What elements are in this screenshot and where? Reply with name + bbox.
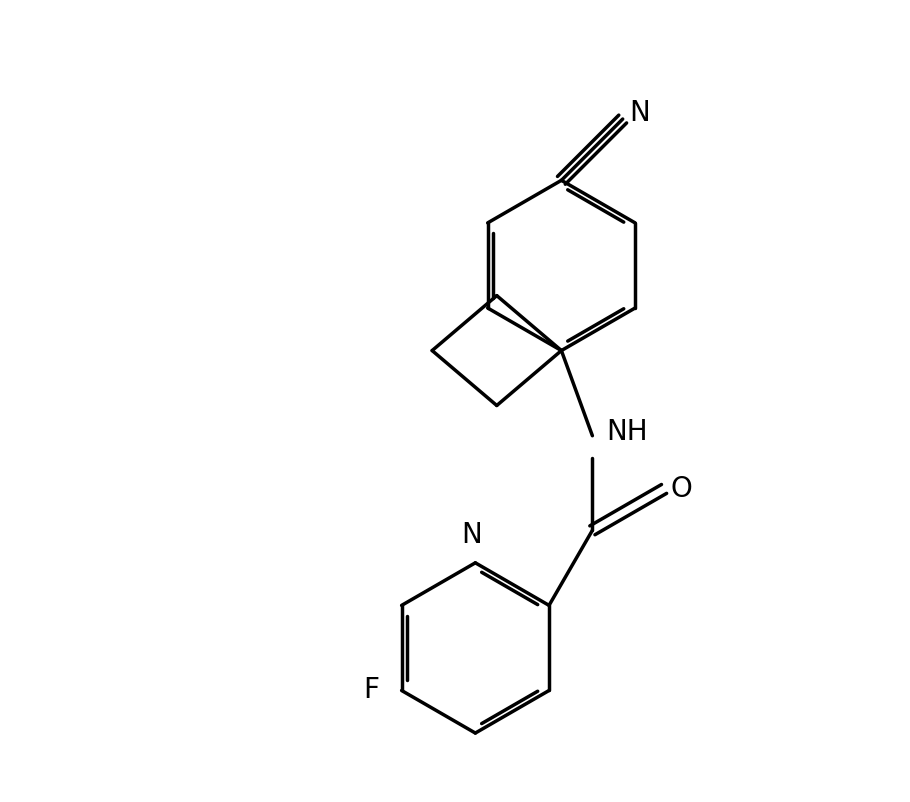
Text: F: F bbox=[364, 677, 379, 704]
Text: NH: NH bbox=[607, 418, 648, 446]
Text: O: O bbox=[671, 475, 693, 503]
Text: N: N bbox=[461, 520, 481, 549]
Text: N: N bbox=[630, 99, 651, 127]
